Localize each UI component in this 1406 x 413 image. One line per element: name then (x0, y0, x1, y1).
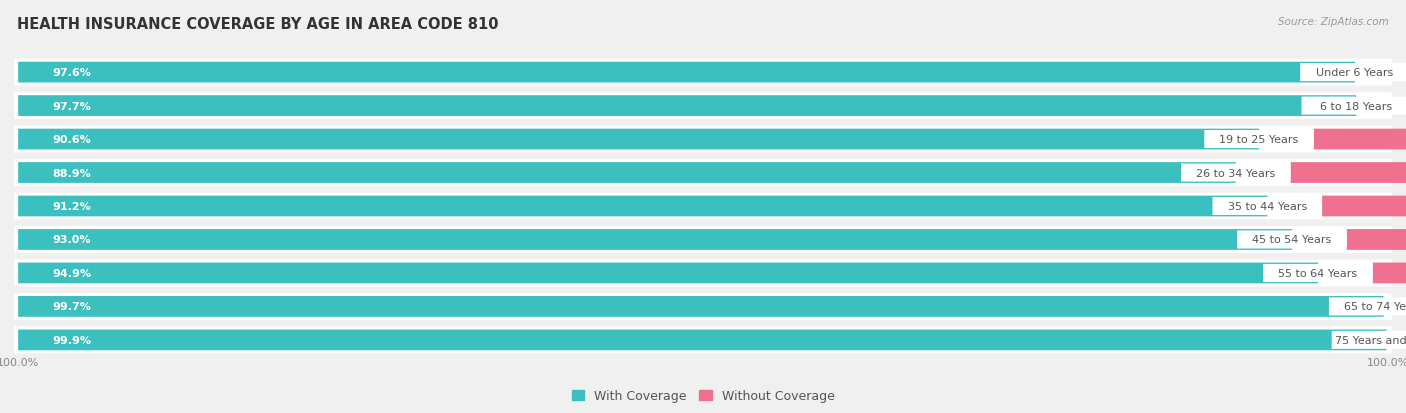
FancyBboxPatch shape (18, 330, 1386, 350)
FancyBboxPatch shape (14, 260, 1392, 287)
FancyBboxPatch shape (14, 126, 1392, 153)
FancyBboxPatch shape (18, 296, 1384, 317)
FancyBboxPatch shape (14, 327, 1392, 354)
FancyBboxPatch shape (14, 160, 1392, 186)
FancyBboxPatch shape (14, 193, 1392, 220)
FancyBboxPatch shape (1313, 129, 1406, 150)
Text: 88.9%: 88.9% (52, 168, 91, 178)
Text: 93.0%: 93.0% (52, 235, 91, 245)
Text: 97.6%: 97.6% (52, 68, 91, 78)
FancyBboxPatch shape (1212, 197, 1322, 216)
Text: 90.6%: 90.6% (52, 135, 91, 145)
FancyBboxPatch shape (18, 263, 1317, 284)
Text: 19 to 25 Years: 19 to 25 Years (1219, 135, 1299, 145)
Text: 91.2%: 91.2% (52, 202, 91, 211)
FancyBboxPatch shape (1372, 263, 1406, 284)
FancyBboxPatch shape (1329, 298, 1406, 316)
Text: 55 to 64 Years: 55 to 64 Years (1278, 268, 1358, 278)
Legend: With Coverage, Without Coverage: With Coverage, Without Coverage (567, 385, 839, 408)
FancyBboxPatch shape (1331, 331, 1406, 349)
Text: HEALTH INSURANCE COVERAGE BY AGE IN AREA CODE 810: HEALTH INSURANCE COVERAGE BY AGE IN AREA… (17, 17, 498, 31)
Text: 100.0%: 100.0% (0, 357, 39, 367)
FancyBboxPatch shape (1301, 64, 1406, 82)
Text: 100.0%: 100.0% (1367, 357, 1406, 367)
FancyBboxPatch shape (1291, 163, 1406, 183)
Text: 45 to 54 Years: 45 to 54 Years (1253, 235, 1331, 245)
Text: 35 to 44 Years: 35 to 44 Years (1227, 202, 1308, 211)
Text: 26 to 34 Years: 26 to 34 Years (1197, 168, 1275, 178)
FancyBboxPatch shape (18, 129, 1260, 150)
FancyBboxPatch shape (14, 227, 1392, 253)
Text: 6 to 18 Years: 6 to 18 Years (1320, 101, 1392, 112)
Text: 97.7%: 97.7% (52, 101, 91, 112)
Text: 94.9%: 94.9% (52, 268, 91, 278)
FancyBboxPatch shape (18, 96, 1357, 117)
FancyBboxPatch shape (14, 59, 1392, 86)
FancyBboxPatch shape (1181, 164, 1291, 182)
FancyBboxPatch shape (14, 293, 1392, 320)
Text: Source: ZipAtlas.com: Source: ZipAtlas.com (1278, 17, 1389, 26)
Text: 99.7%: 99.7% (52, 301, 91, 312)
FancyBboxPatch shape (1263, 264, 1372, 282)
Text: 75 Years and older: 75 Years and older (1334, 335, 1406, 345)
FancyBboxPatch shape (1302, 97, 1406, 115)
FancyBboxPatch shape (1322, 196, 1406, 217)
FancyBboxPatch shape (1205, 131, 1313, 149)
FancyBboxPatch shape (1347, 230, 1406, 250)
FancyBboxPatch shape (1237, 231, 1347, 249)
FancyBboxPatch shape (18, 63, 1355, 83)
FancyBboxPatch shape (18, 230, 1292, 250)
FancyBboxPatch shape (18, 196, 1267, 217)
FancyBboxPatch shape (18, 163, 1236, 183)
Text: 65 to 74 Years: 65 to 74 Years (1344, 301, 1406, 312)
Text: 99.9%: 99.9% (52, 335, 91, 345)
Text: Under 6 Years: Under 6 Years (1316, 68, 1393, 78)
FancyBboxPatch shape (14, 93, 1392, 120)
